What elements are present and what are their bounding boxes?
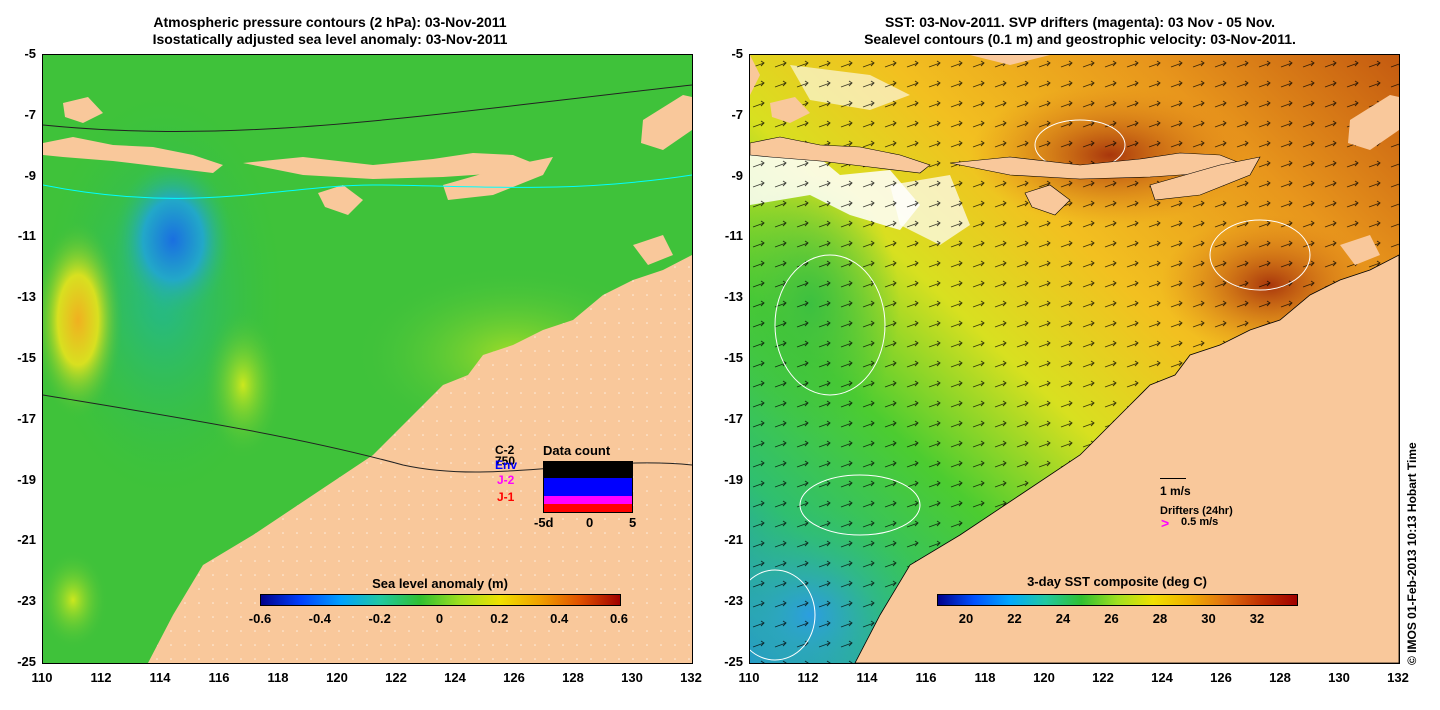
y-tick-label: -25: [724, 654, 743, 669]
y-tick-label: -7: [24, 106, 36, 122]
x-tick-label: 128: [1269, 670, 1291, 685]
sst-colorbar: [937, 594, 1298, 606]
colorbar-tick-label: 32: [1249, 611, 1265, 626]
colorbar-tick-label: 20: [958, 611, 974, 626]
x-tick-label: 112: [797, 670, 819, 685]
colorbar-tick-label: 0.4: [550, 611, 569, 626]
colorbar-tick-label: -0.4: [308, 611, 332, 626]
x-tick-label: 110: [738, 670, 760, 685]
right-title-line1: SST: 03-Nov-2011. SVP drifters (magenta)…: [884, 14, 1276, 30]
legend-sat-env: Env: [495, 458, 518, 472]
colorbar-tick-label: 22: [1007, 611, 1022, 626]
velocity-scale-arrow: [1160, 478, 1186, 479]
x-tick-label: 120: [1033, 670, 1055, 685]
y-tick-label: -19: [17, 471, 36, 487]
drifters-label: Drifters (24hr): [1160, 505, 1233, 517]
colorbar-tick-label: 0.2: [490, 611, 509, 626]
left-title-line1: Atmospheric pressure contours (2 hPa): 0…: [153, 14, 507, 30]
imos-credit: © IMOS 01-Feb-2013 10:13 Hobart Time: [1405, 442, 1419, 665]
colorbar-tick-label: 0.6: [609, 611, 629, 626]
y-tick-label: -23: [17, 593, 36, 609]
y-tick-label: -23: [724, 593, 743, 609]
right-title-line2: Sealevel contours (0.1 m) and geostrophi…: [864, 31, 1296, 47]
y-tick-label: -9: [731, 167, 743, 183]
data-count-tick-mid: 0: [586, 515, 594, 530]
y-tick-label: -7: [731, 106, 743, 122]
y-tick-label: -17: [17, 410, 36, 426]
data-count-tick-left: -5d: [534, 515, 554, 530]
sea-level-anomaly-map: [42, 54, 693, 664]
x-tick-label: 130: [1328, 670, 1350, 685]
x-tick-label: 122: [1092, 670, 1114, 685]
y-tick-label: -21: [17, 532, 36, 548]
y-tick-label: -15: [17, 350, 36, 365]
legend-sat-750: 750: [495, 454, 516, 468]
colorbar-tick-label: -0.6: [248, 611, 272, 626]
x-tick-label: 124: [1151, 670, 1173, 685]
sst-colorbar-title: 3-day SST composite (deg C): [1027, 574, 1207, 589]
x-tick-label: 124: [444, 670, 466, 685]
colorbar-tick-label: 28: [1152, 611, 1168, 626]
x-tick-label: 116: [915, 670, 937, 685]
x-tick-label: 114: [149, 670, 171, 685]
x-tick-label: 114: [856, 670, 878, 685]
x-tick-label: 132: [680, 670, 702, 685]
x-tick-label: 132: [1387, 670, 1409, 685]
y-tick-label: -25: [17, 654, 36, 669]
y-tick-label: -13: [724, 289, 743, 305]
x-tick-label: 116: [208, 670, 230, 685]
drifter-marker: >: [1161, 515, 1170, 531]
legend-sat-j1: J-1: [497, 490, 515, 504]
x-tick-label: 128: [562, 670, 584, 685]
x-tick-label: 122: [385, 670, 407, 685]
colorbar-tick-label: 0: [435, 611, 444, 626]
y-tick-label: -21: [724, 532, 743, 548]
data-count-tick-right: 5: [629, 515, 637, 530]
legend-sat-j2: J-2: [497, 473, 515, 487]
x-tick-label: 126: [1210, 670, 1232, 685]
sla-colorbar-title: Sea level anomaly (m): [372, 576, 508, 591]
colorbar-tick-label: 26: [1104, 611, 1119, 626]
x-tick-label: 112: [90, 670, 112, 685]
velocity-scale-label: 1 m/s: [1160, 484, 1191, 498]
y-tick-label: -9: [24, 167, 36, 183]
y-tick-label: -19: [724, 471, 743, 487]
x-tick-label: 118: [974, 670, 996, 685]
y-tick-label: -15: [724, 350, 743, 365]
y-tick-label: -13: [17, 289, 36, 305]
colorbar-tick-label: 24: [1055, 611, 1071, 626]
data-count-title: Data count: [543, 443, 611, 458]
y-tick-label: -11: [724, 228, 743, 244]
x-tick-label: 118: [267, 670, 289, 685]
drifter-speed-label: 0.5 m/s: [1181, 516, 1219, 528]
x-tick-label: 126: [503, 670, 525, 685]
sla-colorbar: [260, 594, 621, 606]
y-tick-label: -11: [17, 228, 36, 244]
x-tick-label: 120: [326, 670, 348, 685]
colorbar-tick-label: 30: [1201, 611, 1216, 626]
y-tick-label: -17: [724, 410, 743, 426]
y-tick-label: -5: [731, 46, 743, 61]
left-title-line2: Isostatically adjusted sea level anomaly…: [152, 31, 508, 47]
sst-map: [749, 54, 1400, 664]
legend-sat-c2: C-2: [495, 443, 515, 457]
x-tick-label: 130: [621, 670, 643, 685]
x-tick-label: 110: [31, 670, 53, 685]
y-tick-label: -5: [24, 46, 36, 61]
colorbar-tick-label: -0.2: [368, 611, 391, 626]
data-count-histogram: [543, 461, 633, 513]
